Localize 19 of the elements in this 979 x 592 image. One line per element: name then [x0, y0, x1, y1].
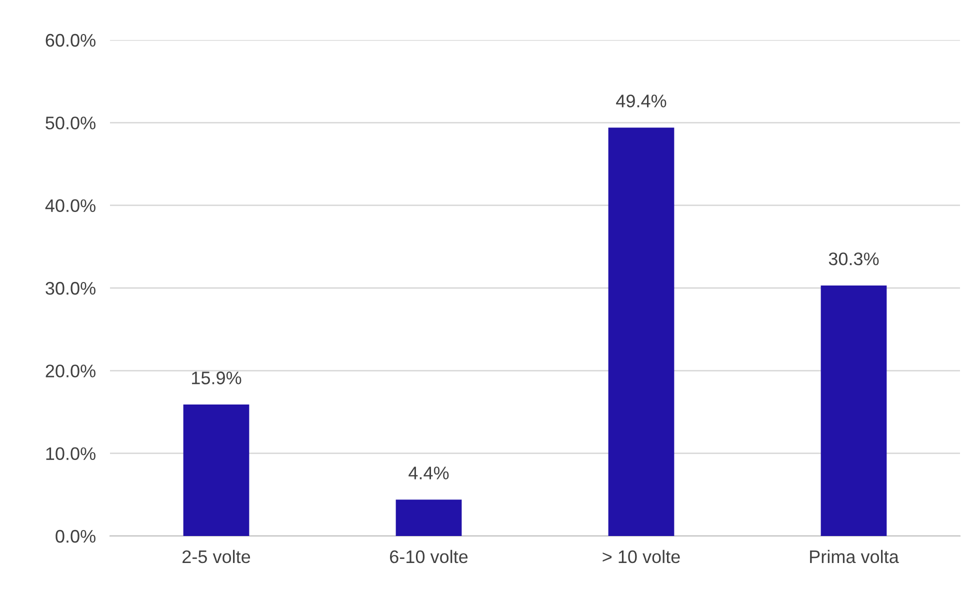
data-label: 30.3% — [828, 252, 879, 266]
x-tick-label: 6-10 volte — [390, 550, 468, 564]
y-tick-label: 20.0% — [46, 364, 96, 378]
bar — [820, 286, 887, 536]
x-tick-label: > 10 volte — [602, 550, 680, 564]
y-tick-label: 60.0% — [46, 34, 96, 47]
y-tick-label: 40.0% — [45, 199, 96, 212]
data-label: 49.4% — [616, 94, 666, 108]
bar — [183, 404, 250, 536]
x-tick-label: Prima volta — [810, 550, 899, 564]
x-tick-label: 2-5 volte — [182, 550, 250, 564]
bar — [608, 128, 674, 536]
bar — [396, 500, 462, 536]
data-label: 4.4% — [408, 466, 449, 480]
y-tick-label: 50.0% — [46, 116, 96, 130]
y-tick-label: 30.0% — [46, 282, 96, 295]
y-tick-label: 10.0% — [46, 447, 96, 460]
y-tick-label: 0.0% — [56, 530, 96, 543]
data-label: 15.9% — [192, 372, 242, 384]
